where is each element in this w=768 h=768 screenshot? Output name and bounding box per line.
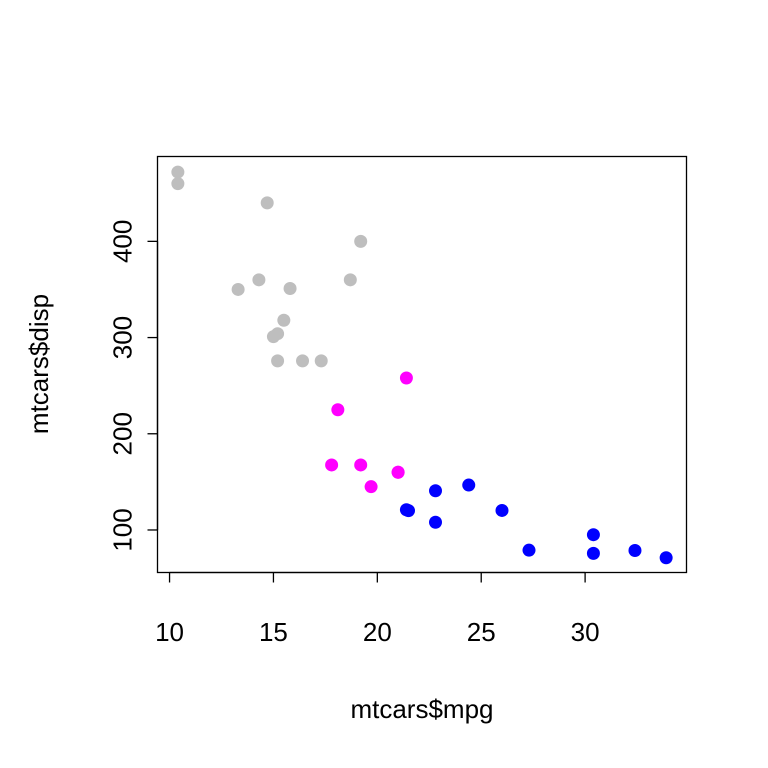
data-point: [659, 551, 673, 565]
data-point: [171, 165, 185, 179]
data-point: [364, 480, 378, 494]
data-point: [399, 503, 413, 517]
data-point: [429, 515, 443, 529]
data-point: [462, 478, 476, 492]
y-tick-label: 100: [108, 508, 138, 551]
data-point: [325, 458, 339, 472]
y-axis: 100 200 300 400: [108, 220, 159, 552]
data-point: [391, 465, 405, 479]
data-point: [495, 503, 509, 517]
y-axis-label: mtcars$disp: [24, 294, 54, 434]
x-tick-label: 15: [259, 617, 288, 647]
data-point: [260, 196, 274, 210]
data-point: [314, 354, 328, 368]
x-tick-label: 20: [363, 617, 392, 647]
data-point: [354, 458, 368, 472]
data-point: [231, 282, 245, 296]
data-point: [343, 273, 357, 287]
data-point: [354, 234, 368, 248]
y-tick-label: 200: [108, 412, 138, 455]
x-tick-label: 25: [467, 617, 496, 647]
data-point: [283, 281, 297, 295]
data-point: [277, 313, 291, 327]
data-point: [171, 177, 185, 191]
y-tick-label: 400: [108, 220, 138, 263]
data-point: [586, 546, 600, 560]
data-point: [296, 354, 310, 368]
data-point: [522, 543, 536, 557]
x-tick-label: 30: [571, 617, 600, 647]
data-point: [429, 484, 443, 498]
y-tick-label: 300: [108, 316, 138, 359]
points-layer: [171, 165, 673, 565]
data-point: [628, 543, 642, 557]
data-point: [586, 528, 600, 542]
x-tick-label: 10: [155, 617, 184, 647]
data-point: [266, 330, 280, 344]
data-point: [331, 403, 345, 417]
data-point: [252, 273, 266, 287]
data-point: [271, 354, 285, 368]
x-axis: 10 15 20 25 30: [155, 571, 600, 647]
x-axis-label: mtcars$mpg: [350, 694, 493, 724]
data-point: [399, 371, 413, 385]
